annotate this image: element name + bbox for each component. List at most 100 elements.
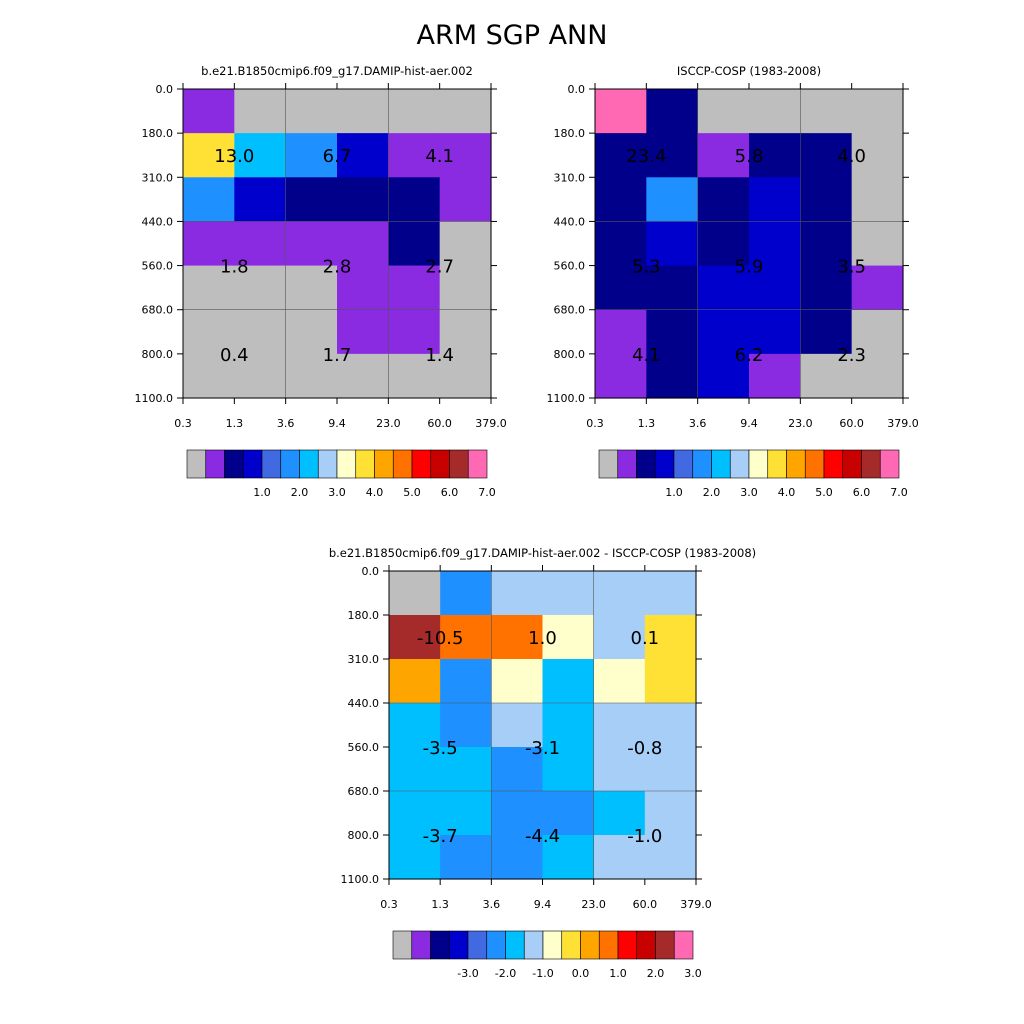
heatmap-cell [389,615,441,660]
x-tick-label: 23.0 [376,417,401,430]
heatmap-cell [644,571,697,616]
heatmap-cell [800,133,853,178]
cell-value-label: 0.4 [220,345,249,366]
cell-value-label: -4.4 [525,826,560,847]
heatmap-cell [440,835,492,880]
colorbar-swatch [542,930,563,960]
y-tick-label: 310.0 [554,171,586,184]
heatmap-cell [337,89,389,134]
heatmap-cell [646,265,699,311]
colorbar-tick-label: 6.0 [853,486,871,499]
colorbar-swatch [242,449,263,479]
x-tick-label: 23.0 [581,898,606,911]
panel-2: ISCCP-COSP (1983-2008) 0.0 180.0 310.0 440.0… [547,64,919,499]
colorbar-swatch [580,930,600,960]
colorbar-swatch [861,449,881,479]
heatmap-cell [646,221,699,267]
cell-value-label: 2.3 [837,345,866,366]
colorbar-swatch [448,930,469,960]
colorbar: 1.0 2.0 3.0 4.0 5.0 6.0 7.0 [598,449,908,499]
heatmap-cell [388,221,441,267]
cell-value-label: 4.1 [632,345,661,366]
colorbar-tick-label: 2.0 [703,486,721,499]
heatmap-cell [285,177,338,223]
colorbar-swatch [411,930,431,960]
cell-value-label: 0.1 [631,628,660,649]
colorbar-tick-label: 2.0 [291,486,309,499]
heatmap-cell [851,309,904,355]
heatmap-cell [800,221,853,267]
colorbar-swatch [655,930,675,960]
colorbar-swatch [654,449,675,479]
heatmap-cell [593,659,646,704]
colorbar-swatch [617,930,638,960]
heatmap-cell [646,353,699,399]
colorbar-swatch [673,930,694,960]
heatmap-cell [183,221,235,267]
heatmap-cell [183,309,235,355]
heatmap-cell [697,221,750,267]
colorbar-tick-label: 1.0 [253,486,271,499]
colorbar-swatch [523,930,544,960]
heatmap-cell [491,835,544,880]
x-tick-label: 0.3 [174,417,192,430]
heatmap-cell [644,791,697,836]
heatmap-cell [440,571,492,616]
heatmap-cell [800,309,853,355]
colorbar-swatch [711,449,731,479]
colorbar-swatch [280,449,300,479]
x-tick-label: 379.0 [887,417,919,430]
heatmap-cell [234,309,287,355]
y-tick-label: 560.0 [348,741,380,754]
y-tick-label: 800.0 [554,348,586,361]
heatmap-cell [285,265,338,311]
cell-value-label: 2.7 [425,257,454,278]
heatmap-cell [646,309,699,355]
heatmap-cell [851,133,904,178]
heatmap-cell [800,177,853,223]
heatmap-cell [183,353,235,399]
cell-value-label: 13.0 [214,146,254,167]
colorbar-swatch [617,449,637,479]
heatmap-cell [183,89,235,134]
heatmap-cell [389,703,441,748]
colorbar-swatch [636,930,656,960]
heatmap-cell [749,265,801,311]
heatmap-cell [800,265,853,311]
colorbar-swatch [505,930,525,960]
heatmap-cell [234,221,287,267]
cell-value-label: 4.1 [425,146,454,167]
heatmap-cell [439,309,492,355]
y-tick-label: 440.0 [142,215,174,228]
heatmap-cell [595,221,647,267]
y-tick-label: 440.0 [554,215,586,228]
y-tick-label: 0.0 [568,83,586,96]
heatmap-cell [337,309,389,355]
heatmap-cell [697,353,750,399]
colorbar-swatch [317,449,338,479]
heatmap-cell [749,177,801,223]
heatmap-cell [542,615,595,660]
heatmap-cell [491,659,544,704]
colorbar-swatch [205,449,225,479]
colorbar-swatch [842,449,862,479]
colorbar-swatch [598,449,619,479]
cell-value-label: -0.8 [627,738,662,759]
heatmap-cell [337,221,389,267]
heatmap-cell [183,133,235,178]
y-tick-label: 440.0 [348,697,380,710]
colorbar-tick-label: 7.0 [890,486,908,499]
heatmap-cell [593,571,646,616]
x-tick-label: 379.0 [680,898,712,911]
heatmap-cell [440,703,492,748]
heatmap-cell [800,353,853,399]
heatmap-cell [593,791,646,836]
colorbar-swatch [411,449,432,479]
colorbar-swatch [467,930,488,960]
colorbar-swatch [224,449,244,479]
colorbar-tick-label: 3.0 [684,967,702,980]
heatmap-cell [440,659,492,704]
heatmap-cell [491,703,544,748]
heatmap-cell [440,747,492,792]
colorbar-swatch [374,449,394,479]
